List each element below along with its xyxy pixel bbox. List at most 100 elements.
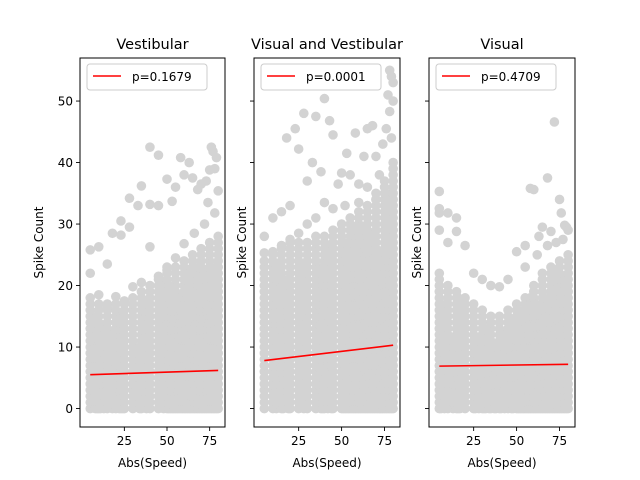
- data-point: [388, 157, 398, 168]
- legend: p=0.0001: [260, 63, 382, 91]
- data-point: [386, 133, 397, 143]
- data-point: [281, 133, 292, 143]
- data-point: [268, 213, 278, 223]
- data-point: [136, 277, 147, 288]
- data-point: [179, 238, 189, 249]
- data-point: [145, 280, 155, 291]
- data-point: [513, 305, 524, 315]
- data-point: [153, 271, 164, 282]
- data-point: [333, 179, 343, 189]
- data-point: [213, 186, 223, 196]
- data-point: [175, 152, 186, 163]
- x-axis-label: Abs(Speed): [292, 456, 361, 470]
- x-tick-label: 25: [291, 434, 306, 448]
- data-point: [530, 299, 541, 309]
- data-point: [201, 176, 212, 186]
- data-point: [170, 262, 181, 272]
- axes-frame: [79, 57, 226, 428]
- scatter-area: [85, 142, 223, 414]
- data-point: [468, 268, 479, 279]
- fit-line: [90, 369, 219, 376]
- data-point: [311, 213, 321, 223]
- data-point: [259, 248, 270, 258]
- data-point: [162, 265, 172, 275]
- data-point: [534, 231, 544, 242]
- data-point: [563, 225, 573, 235]
- data-point: [316, 166, 326, 177]
- axes-frame: [428, 57, 576, 428]
- y-tick-label: 50: [58, 95, 73, 109]
- data-point: [494, 281, 505, 292]
- data-point: [468, 299, 479, 309]
- data-point: [551, 237, 561, 248]
- data-point: [93, 289, 104, 300]
- data-point: [259, 231, 270, 242]
- data-point: [353, 197, 364, 208]
- data-point: [170, 253, 181, 263]
- data-point: [353, 179, 364, 189]
- data-point: [209, 208, 220, 218]
- data-point: [319, 93, 330, 104]
- x-tick-label: 75: [377, 434, 392, 448]
- data-point: [119, 296, 130, 306]
- data-point: [460, 240, 470, 251]
- subplot-visual: 25 50 75 Visual Abs(Speed) Spike Count p=0…: [410, 37, 576, 470]
- y-tick-label: 20: [58, 279, 73, 293]
- data-point: [359, 151, 369, 162]
- data-point: [324, 115, 335, 126]
- data-point: [290, 123, 301, 134]
- legend-box: [435, 63, 557, 91]
- data-point: [311, 231, 321, 242]
- data-point: [145, 199, 155, 210]
- axes-frame: [253, 57, 401, 428]
- subplot-title: Visual: [480, 37, 523, 53]
- tick-layer: 25 50 75: [425, 100, 567, 448]
- legend-label: p=0.1679: [132, 70, 192, 84]
- x-tick-label: 75: [552, 434, 567, 448]
- data-point: [278, 274, 289, 285]
- data-point: [379, 188, 390, 199]
- data-point: [85, 293, 96, 303]
- data-point: [213, 231, 223, 242]
- data-point: [556, 208, 567, 218]
- data-point: [302, 176, 313, 186]
- x-tick-label: 50: [509, 434, 524, 448]
- data-point: [102, 302, 113, 312]
- scatter-area: [259, 65, 398, 414]
- legend-label: p=0.0001: [306, 70, 366, 84]
- data-point: [520, 240, 530, 251]
- data-point: [259, 256, 270, 266]
- data-point: [328, 130, 338, 140]
- data-point: [460, 293, 470, 303]
- data-point: [162, 174, 172, 184]
- data-point: [384, 106, 395, 117]
- legend: p=0.4709: [435, 63, 557, 91]
- data-point: [511, 246, 522, 257]
- tick-layer: 25 50 75: [250, 100, 392, 448]
- data-point: [133, 200, 143, 211]
- data-point: [350, 128, 361, 138]
- data-point: [374, 170, 385, 180]
- data-point: [503, 274, 513, 285]
- data-point: [311, 111, 321, 122]
- legend-label: p=0.4709: [481, 70, 541, 84]
- data-point: [204, 237, 215, 248]
- data-point: [93, 299, 104, 309]
- data-point: [199, 219, 210, 229]
- data-point: [128, 293, 138, 303]
- legend-box: [260, 63, 382, 91]
- y-tick-label: 30: [58, 218, 73, 232]
- data-point: [554, 256, 565, 266]
- y-tick-label: 40: [58, 156, 73, 170]
- legend-box: [86, 63, 208, 91]
- subplot-title: Visual and Vestibular: [251, 37, 403, 53]
- data-point: [542, 240, 553, 251]
- data-point: [211, 152, 222, 163]
- data-point: [319, 197, 330, 208]
- data-point: [184, 157, 194, 168]
- data-point: [434, 225, 445, 235]
- data-point: [362, 200, 373, 211]
- data-point: [107, 228, 118, 239]
- data-point: [443, 237, 453, 248]
- data-point: [179, 256, 189, 266]
